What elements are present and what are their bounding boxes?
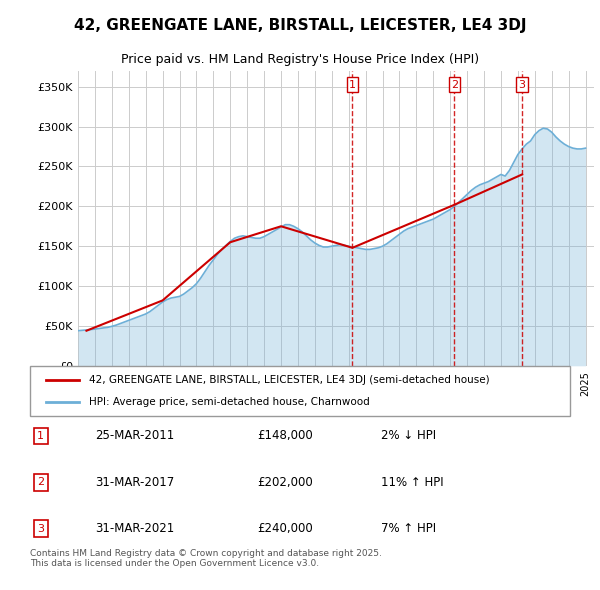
Text: 7% ↑ HPI: 7% ↑ HPI [381, 522, 436, 535]
Text: 42, GREENGATE LANE, BIRSTALL, LEICESTER, LE4 3DJ: 42, GREENGATE LANE, BIRSTALL, LEICESTER,… [74, 18, 526, 32]
FancyBboxPatch shape [30, 366, 570, 416]
Text: 11% ↑ HPI: 11% ↑ HPI [381, 476, 443, 489]
Text: 2% ↓ HPI: 2% ↓ HPI [381, 430, 436, 442]
Text: 2: 2 [451, 80, 458, 90]
Text: Price paid vs. HM Land Registry's House Price Index (HPI): Price paid vs. HM Land Registry's House … [121, 53, 479, 66]
Text: £148,000: £148,000 [257, 430, 313, 442]
Text: 2: 2 [37, 477, 44, 487]
Text: Contains HM Land Registry data © Crown copyright and database right 2025.
This d: Contains HM Land Registry data © Crown c… [30, 549, 382, 568]
Text: 3: 3 [37, 524, 44, 534]
Text: 31-MAR-2017: 31-MAR-2017 [95, 476, 174, 489]
Text: HPI: Average price, semi-detached house, Charnwood: HPI: Average price, semi-detached house,… [89, 397, 370, 407]
Text: £202,000: £202,000 [257, 476, 313, 489]
Text: £240,000: £240,000 [257, 522, 313, 535]
Text: 1: 1 [37, 431, 44, 441]
Text: 31-MAR-2021: 31-MAR-2021 [95, 522, 174, 535]
Text: 3: 3 [518, 80, 526, 90]
Text: 1: 1 [349, 80, 356, 90]
Text: 42, GREENGATE LANE, BIRSTALL, LEICESTER, LE4 3DJ (semi-detached house): 42, GREENGATE LANE, BIRSTALL, LEICESTER,… [89, 375, 490, 385]
Text: 25-MAR-2011: 25-MAR-2011 [95, 430, 174, 442]
